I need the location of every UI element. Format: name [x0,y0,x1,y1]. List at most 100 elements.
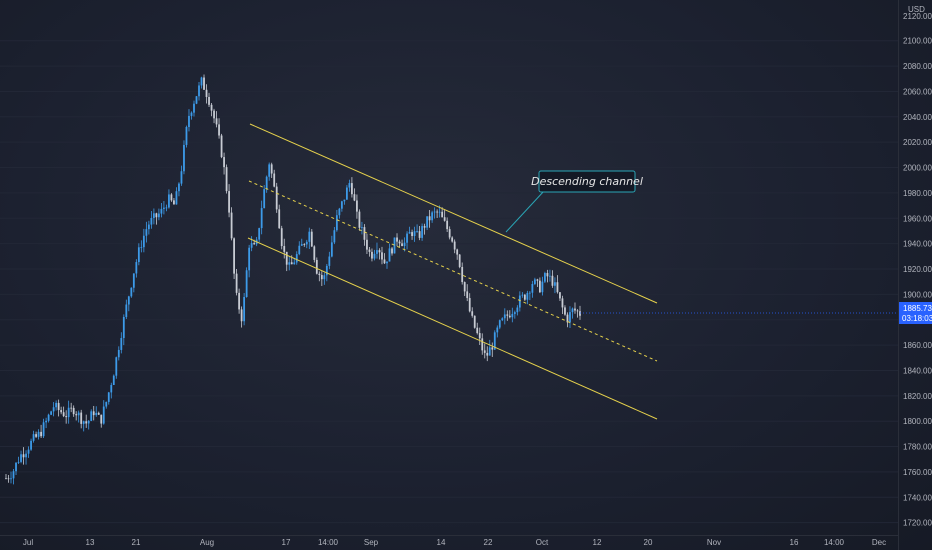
candle-body [285,251,288,265]
candle-body [303,244,306,245]
channel-annotation[interactable]: Descending channel [505,170,643,233]
candle-body [373,253,376,259]
candle-body [310,231,313,247]
candle-body [353,194,356,201]
price-tick-label: 2020.00 [903,138,932,147]
candle-body [408,232,411,234]
time-tick-label: 13 [86,538,95,547]
candle-body [240,309,243,322]
time-axis[interactable]: Jul 13 21 Aug 17 14:00 Sep 14 22 Oct 12 20 Nov 16 14:0… [0,535,898,548]
candle-body [335,215,338,231]
candle-body [115,357,118,376]
candle-body [546,273,549,277]
candle-body [471,311,474,316]
candle-body [127,296,130,305]
price-tick-label: 2060.00 [903,87,932,96]
candle-body [147,224,150,230]
candle-body [238,292,241,310]
candle-body [185,126,188,145]
candle-body [52,407,55,412]
candle-body [466,291,469,299]
candle-body [107,392,110,402]
price-tick-label: 1900.00 [903,290,932,299]
candle-body [235,273,238,293]
candle-body [160,208,163,214]
candle-body [498,320,501,328]
candle-body [230,212,233,239]
candle-body [223,157,225,168]
candlestick-series [5,74,581,485]
candle-body [318,273,321,276]
candle-body [188,115,190,127]
candle-body [110,384,113,393]
candle-body [406,233,408,243]
candle-body [423,226,426,228]
candle-body [280,228,283,247]
candle-body [218,124,220,136]
candle-body [62,412,65,417]
descending-channel[interactable] [247,123,898,420]
time-tick-label: Aug [200,538,214,547]
candle-body [508,315,511,318]
candle-body [32,434,35,441]
price-tick-label: 1720.00 [903,519,932,528]
candle-body [233,238,235,274]
candle-body [122,316,125,339]
candle-body [378,250,381,253]
countdown-value: 03:18:03 [902,314,932,323]
candle-body [396,237,398,242]
time-tick-label: Jul [23,538,33,547]
candle-body [366,239,368,250]
channel-upper-line[interactable] [249,123,658,304]
candle-body [315,259,318,274]
price-tick-label: 2000.00 [903,164,932,173]
candle-body [488,347,491,356]
candle-body [328,256,331,266]
candle-body [210,104,213,111]
price-tick-label: 1980.00 [903,189,932,198]
candle-body [381,252,383,260]
candle-body [544,273,546,282]
candle-body [100,414,103,424]
candle-body [97,412,100,415]
price-tick-label: 1920.00 [903,265,932,274]
candle-body [363,227,366,240]
candle-body [77,412,80,416]
candle-body [569,312,571,323]
candle-body [506,314,509,316]
candle-body [132,273,135,288]
channel-midline[interactable] [248,180,658,362]
candle-body [413,231,416,237]
candle-body [320,275,323,280]
candle-body [333,230,336,243]
price-axis[interactable]: USD 2120.00 2100.00 2080.00 2060.00 2040.00… [898,0,932,550]
candle-body [243,297,246,322]
candle-body [416,231,418,232]
currency-label: USD [908,5,925,14]
candle-body [476,327,479,334]
price-tick-label: 1960.00 [903,214,932,223]
candle-body [559,292,561,299]
candle-body [483,350,486,353]
candle-body [496,327,499,333]
candle-body [491,347,494,350]
candle-body [170,194,173,201]
candle-body [178,183,180,192]
candle-body [112,375,115,385]
candle-body [386,261,388,264]
time-tick-label: 12 [593,538,602,547]
candle-body [438,211,441,213]
candle-body [551,275,554,286]
candle-body [47,414,50,421]
candle-body [85,421,88,424]
candle-body [95,412,98,416]
candle-body [157,213,160,218]
channel-lower-line[interactable] [247,237,658,420]
candle-body [60,410,63,413]
candle-body [418,231,421,238]
candle-body [453,241,456,250]
time-tick-label: 16 [790,538,799,547]
candle-body [343,199,346,202]
candle-body [571,308,574,313]
